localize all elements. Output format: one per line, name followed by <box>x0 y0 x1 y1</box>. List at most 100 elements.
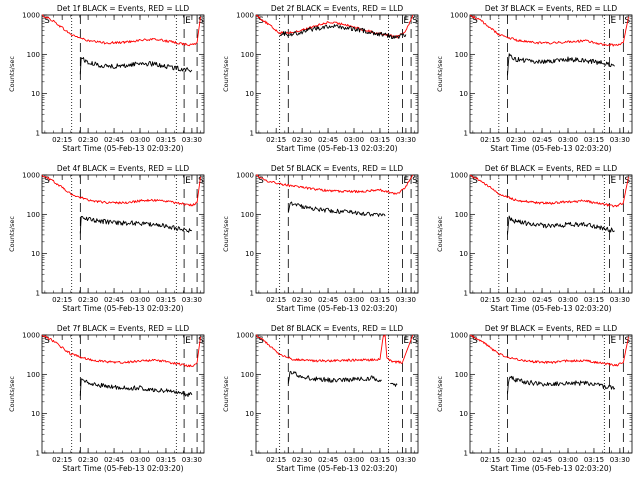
x-tick-label: 02:15 <box>266 136 286 144</box>
chart-panel: Det 6f BLACK = Events, RED = LLD 1 10 100 10… <box>436 164 633 313</box>
chart-title: Det 9f BLACK = Events, RED = LLD <box>485 324 618 333</box>
y-tick-label: 1000 <box>22 12 40 20</box>
chart-panel: Det 5f BLACK = Events, RED = LLD 1 10 100 10… <box>222 164 419 313</box>
lld-series-line <box>42 14 201 47</box>
y-axis-label: Counts/sec <box>436 376 444 412</box>
x-tick-label: 02:15 <box>480 296 500 304</box>
x-tick-label: 03:30 <box>610 296 630 304</box>
y-axis-label: Counts/sec <box>8 56 16 92</box>
x-tick-label: 02:15 <box>52 456 72 464</box>
y-tick-label: 1000 <box>450 12 468 20</box>
x-tick-label: 03:00 <box>130 136 150 144</box>
x-tick-label: 02:30 <box>292 296 312 304</box>
x-tick-label: 02:30 <box>506 296 526 304</box>
time-marker-label: S <box>472 176 478 186</box>
y-tick-label: 10 <box>31 90 40 98</box>
y-axis-label: Counts/sec <box>222 376 230 412</box>
x-tick-label: 02:30 <box>78 136 98 144</box>
x-tick-label: 03:30 <box>182 456 202 464</box>
time-marker-label: S <box>198 176 204 186</box>
plot-frame <box>41 334 205 454</box>
plot-frame <box>469 174 633 294</box>
plot-frame <box>41 174 205 294</box>
plot-frame <box>469 14 633 134</box>
y-axis-label: Counts/sec <box>436 216 444 252</box>
x-tick-label: 02:45 <box>532 456 552 464</box>
lld-series-line <box>469 14 629 47</box>
lld-series-line <box>255 334 414 364</box>
time-marker-label: E <box>185 16 191 26</box>
y-tick-label: 100 <box>27 371 40 379</box>
y-tick-label: 1000 <box>450 172 468 180</box>
chart-panel: Det 9f BLACK = Events, RED = LLD 1 10 100 10… <box>436 324 633 473</box>
time-marker-label: S <box>412 16 418 26</box>
x-tick-label: 03:15 <box>584 456 604 464</box>
y-tick-label: 1 <box>464 130 468 138</box>
x-tick-label: 02:30 <box>78 456 98 464</box>
y-tick-label: 10 <box>245 410 254 418</box>
x-axis-label: Start Time (05-Feb-13 02:03:20) <box>62 464 183 473</box>
x-tick-label: 02:45 <box>318 136 338 144</box>
x-axis-label: Start Time (05-Feb-13 02:03:20) <box>490 464 611 473</box>
y-tick-label: 1000 <box>450 332 468 340</box>
time-marker-label: S <box>258 16 264 26</box>
lld-series-line <box>255 174 414 195</box>
x-axis-label: Start Time (05-Feb-13 02:03:20) <box>276 304 397 313</box>
events-series-line <box>287 370 382 384</box>
chart-panel: Det 8f BLACK = Events, RED = LLD 1 10 100 10… <box>222 324 419 473</box>
y-tick-label: 100 <box>27 211 40 219</box>
y-tick-label: 1000 <box>22 172 40 180</box>
y-axis-label: Counts/sec <box>222 56 230 92</box>
x-tick-label: 03:00 <box>558 456 578 464</box>
chart-title: Det 5f BLACK = Events, RED = LLD <box>271 164 404 173</box>
x-tick-label: 02:45 <box>318 456 338 464</box>
plot-frame <box>41 14 205 134</box>
x-tick-label: 03:15 <box>370 296 390 304</box>
time-marker-label: S <box>258 336 264 346</box>
y-tick-label: 10 <box>31 410 40 418</box>
time-marker-label: E <box>403 16 409 26</box>
time-marker-label: S <box>44 176 50 186</box>
y-axis-label: Counts/sec <box>436 56 444 92</box>
plot-frame <box>255 14 419 134</box>
y-axis-label: Counts/sec <box>222 216 230 252</box>
x-tick-label: 02:15 <box>480 456 500 464</box>
lld-series-line <box>469 174 629 208</box>
lld-series-line <box>469 334 629 367</box>
y-tick-label: 100 <box>241 371 254 379</box>
x-axis-label: Start Time (05-Feb-13 02:03:20) <box>490 304 611 313</box>
y-tick-label: 1 <box>250 450 254 458</box>
chart-panel: Det 7f BLACK = Events, RED = LLD 1 10 100 10… <box>8 324 205 473</box>
time-marker-label: S <box>258 176 264 186</box>
x-tick-label: 02:30 <box>506 456 526 464</box>
events-series-line <box>79 378 193 398</box>
plot-frame <box>469 334 633 454</box>
y-axis-label: Counts/sec <box>8 216 16 252</box>
time-marker-label: S <box>44 336 50 346</box>
chart-panel: Det 1f BLACK = Events, RED = LLD 1 10 100 10… <box>8 4 205 153</box>
time-marker-label: E <box>185 336 191 346</box>
y-tick-label: 1 <box>36 290 40 298</box>
x-tick-label: 03:30 <box>182 296 202 304</box>
events-series-line <box>507 375 616 394</box>
x-tick-label: 02:30 <box>506 136 526 144</box>
y-tick-label: 1 <box>464 290 468 298</box>
x-axis-label: Start Time (05-Feb-13 02:03:20) <box>490 144 611 153</box>
y-tick-label: 10 <box>459 410 468 418</box>
x-tick-label: 02:45 <box>532 296 552 304</box>
y-tick-label: 100 <box>241 51 254 59</box>
y-axis-label: Counts/sec <box>8 376 16 412</box>
x-tick-label: 02:15 <box>266 296 286 304</box>
events-series-line <box>287 201 386 217</box>
x-tick-label: 03:00 <box>558 296 578 304</box>
time-marker-label: E <box>403 176 409 186</box>
x-tick-label: 02:15 <box>266 456 286 464</box>
chart-panel: Det 2f BLACK = Events, RED = LLD 1 10 100 10… <box>222 4 419 153</box>
x-tick-label: 02:15 <box>52 136 72 144</box>
x-tick-label: 03:00 <box>344 136 364 144</box>
x-tick-label: 03:30 <box>396 136 416 144</box>
chart-title: Det 1f BLACK = Events, RED = LLD <box>57 4 190 13</box>
chart-title: Det 3f BLACK = Events, RED = LLD <box>485 4 618 13</box>
x-tick-label: 03:15 <box>584 296 604 304</box>
chart-title: Det 4f BLACK = Events, RED = LLD <box>57 164 190 173</box>
